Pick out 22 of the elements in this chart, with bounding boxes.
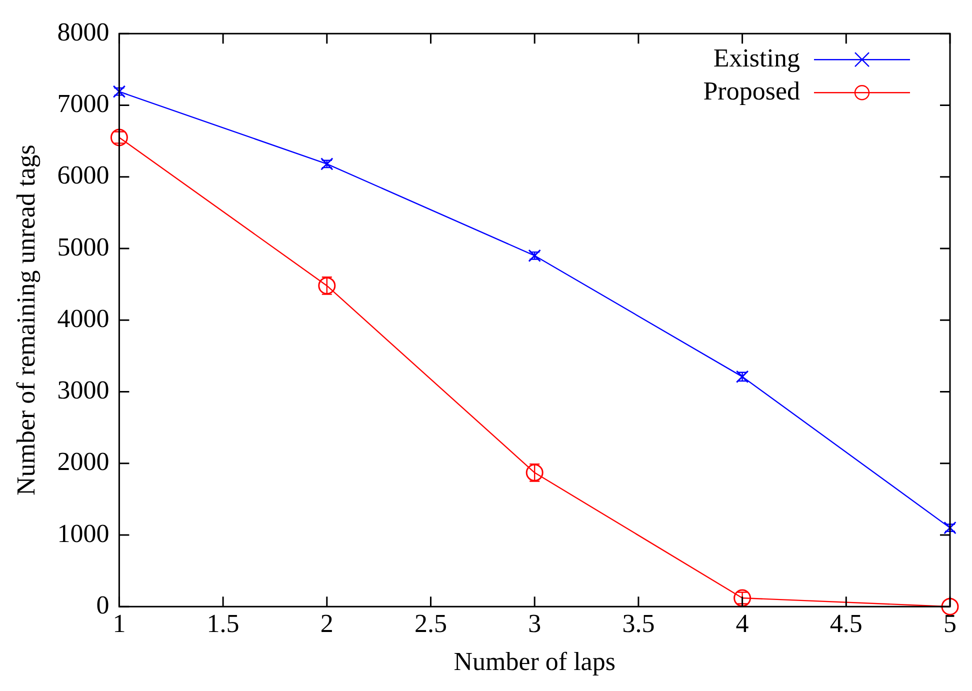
x-tick-label: 5: [944, 609, 956, 638]
y-tick-label: 8000: [57, 17, 110, 46]
y-axis-title: Number of remaining unread tags: [11, 144, 40, 496]
x-tick-label: 2: [320, 609, 334, 638]
y-tick-label: 5000: [57, 232, 110, 262]
x-tick-label: 1: [112, 609, 126, 638]
y-tick-label: 7000: [57, 89, 110, 118]
legend-label: Existing: [713, 43, 800, 72]
x-tick-label: 2.5: [414, 609, 447, 638]
y-tick-label: 4000: [57, 304, 110, 333]
x-axis-title: Number of laps: [454, 647, 616, 676]
x-tick-label: 4.5: [830, 609, 862, 638]
x-tick-label: 1.5: [206, 609, 240, 638]
x-tick-label: 4: [736, 609, 749, 638]
y-tick-label: 1000: [57, 518, 110, 548]
legend-label: Proposed: [703, 76, 800, 106]
x-tick-label: 3.5: [622, 609, 655, 638]
y-tick-label: 2000: [57, 447, 110, 476]
y-tick-label: 6000: [57, 160, 110, 190]
y-tick-label: 0: [96, 590, 110, 620]
x-tick-label: 3: [528, 609, 542, 638]
y-tick-label: 3000: [57, 376, 110, 405]
